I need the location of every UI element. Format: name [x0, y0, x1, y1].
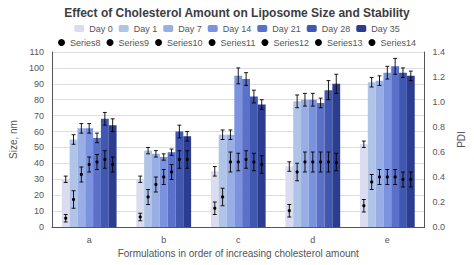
svg-text:30: 30 [34, 174, 44, 184]
svg-text:Day 14: Day 14 [223, 24, 252, 34]
svg-text:100: 100 [29, 63, 44, 73]
svg-text:Series8: Series8 [70, 38, 101, 48]
svg-text:0.2: 0.2 [433, 197, 446, 207]
svg-text:Formulations in order of incre: Formulations in order of increasing chol… [118, 248, 359, 259]
svg-text:Day 35: Day 35 [371, 24, 400, 34]
svg-text:Day 0: Day 0 [89, 24, 113, 34]
svg-text:Size, nm: Size, nm [8, 120, 19, 159]
svg-text:90: 90 [34, 79, 44, 89]
svg-text:20: 20 [34, 190, 44, 200]
svg-text:110: 110 [30, 47, 44, 57]
svg-text:0.4: 0.4 [433, 172, 446, 182]
svg-text:60: 60 [34, 127, 44, 137]
svg-text:0.8: 0.8 [433, 122, 446, 132]
svg-text:d: d [310, 235, 315, 245]
svg-text:Effect of Cholesterol Amount o: Effect of Cholesterol Amount on Liposome… [64, 6, 410, 20]
svg-text:PDI: PDI [456, 131, 467, 148]
svg-text:Day 7: Day 7 [178, 24, 202, 34]
svg-text:0.0: 0.0 [433, 222, 446, 232]
svg-text:Day 21: Day 21 [272, 24, 301, 34]
svg-text:1.4: 1.4 [433, 47, 446, 57]
svg-text:0: 0 [39, 222, 44, 232]
svg-text:1.0: 1.0 [433, 97, 446, 107]
svg-text:b: b [161, 235, 166, 245]
svg-text:10: 10 [34, 206, 44, 216]
svg-text:Series13: Series13 [327, 38, 363, 48]
svg-text:0.6: 0.6 [433, 147, 446, 157]
svg-text:c: c [236, 235, 241, 245]
svg-text:Series14: Series14 [380, 38, 416, 48]
svg-text:e: e [385, 235, 390, 245]
svg-text:70: 70 [34, 111, 44, 121]
svg-text:Day 28: Day 28 [322, 24, 351, 34]
svg-text:1.2: 1.2 [433, 72, 446, 82]
svg-text:a: a [87, 235, 92, 245]
svg-text:40: 40 [34, 158, 44, 168]
svg-text:50: 50 [34, 142, 44, 152]
svg-text:Series9: Series9 [119, 38, 150, 48]
svg-text:Series11: Series11 [221, 38, 256, 48]
svg-text:80: 80 [34, 95, 44, 105]
svg-text:Day 1: Day 1 [134, 24, 158, 34]
svg-text:Series10: Series10 [167, 38, 203, 48]
svg-text:Series12: Series12 [273, 38, 309, 48]
